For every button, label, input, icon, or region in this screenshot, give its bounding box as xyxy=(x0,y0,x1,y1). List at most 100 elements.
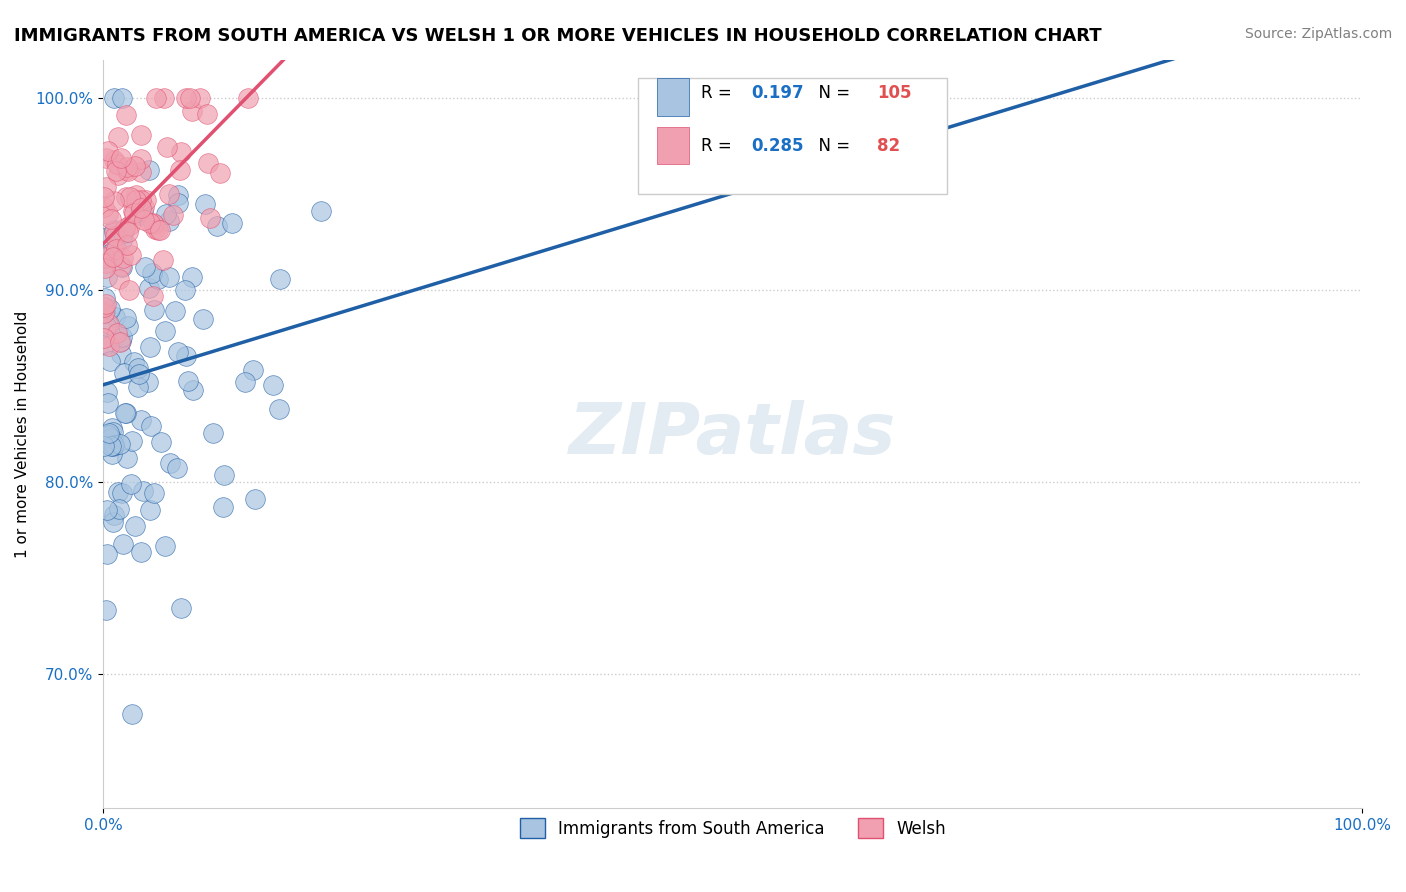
Point xyxy=(212,500,235,514)
Point xyxy=(128,206,150,220)
Point xyxy=(138,281,160,295)
Legend: Immigrants from South America, Welsh: Immigrants from South America, Welsh xyxy=(513,812,952,845)
Point xyxy=(157,214,180,228)
Point xyxy=(96,385,118,400)
Point xyxy=(181,270,204,285)
Text: ZIPatlas: ZIPatlas xyxy=(569,400,897,468)
Point xyxy=(121,434,143,448)
Point xyxy=(115,161,138,175)
Point xyxy=(101,420,124,434)
Point xyxy=(110,233,132,247)
Point xyxy=(262,378,284,392)
Point xyxy=(93,231,115,245)
Point xyxy=(101,447,124,461)
Point xyxy=(188,91,211,105)
Point xyxy=(96,269,118,284)
Point xyxy=(132,203,155,218)
Point xyxy=(155,324,177,338)
Point xyxy=(107,272,129,286)
FancyBboxPatch shape xyxy=(638,78,946,194)
Point xyxy=(138,340,160,354)
Point xyxy=(149,223,172,237)
Point xyxy=(193,197,215,211)
Point xyxy=(146,223,169,237)
Point xyxy=(96,336,118,351)
Point xyxy=(155,207,177,221)
Text: R =: R = xyxy=(702,85,737,103)
Point xyxy=(150,435,173,450)
Point xyxy=(96,151,118,165)
Point xyxy=(104,229,127,244)
Point xyxy=(153,539,176,553)
Point xyxy=(107,485,129,500)
Point xyxy=(107,168,129,182)
Point xyxy=(121,707,143,722)
Point xyxy=(111,251,134,265)
Point xyxy=(138,216,160,230)
Point xyxy=(93,251,115,265)
Point xyxy=(110,151,132,165)
Point xyxy=(152,91,174,105)
Point xyxy=(114,310,136,325)
Point xyxy=(129,413,152,427)
Point xyxy=(110,330,132,344)
Point xyxy=(174,91,197,105)
Point xyxy=(233,375,256,389)
Point xyxy=(179,91,201,105)
Point xyxy=(94,251,117,265)
Point xyxy=(104,310,127,324)
Point xyxy=(114,190,136,204)
Point xyxy=(96,503,118,517)
Point xyxy=(139,419,162,434)
Point xyxy=(311,204,333,219)
Point xyxy=(177,374,200,388)
Point xyxy=(157,187,180,202)
Point xyxy=(103,438,125,452)
Point xyxy=(143,485,166,500)
Point xyxy=(105,242,128,256)
Point xyxy=(115,108,138,122)
Point xyxy=(128,367,150,381)
Point xyxy=(238,91,260,105)
Point xyxy=(176,349,198,363)
Point xyxy=(127,380,149,394)
Point xyxy=(93,292,115,306)
Text: 0.285: 0.285 xyxy=(752,136,804,154)
Point xyxy=(138,375,160,389)
Point xyxy=(132,201,155,215)
Point xyxy=(98,338,121,352)
Point xyxy=(131,152,153,166)
Point xyxy=(98,318,121,332)
Point xyxy=(195,107,218,121)
Point xyxy=(111,260,134,274)
Point xyxy=(120,248,142,262)
Point xyxy=(114,406,136,420)
Point xyxy=(117,319,139,334)
Point xyxy=(127,361,149,376)
Point xyxy=(105,157,128,171)
Point xyxy=(173,283,195,297)
Point xyxy=(159,457,181,471)
Point xyxy=(212,467,235,482)
Point xyxy=(120,477,142,491)
Point xyxy=(129,545,152,559)
Point xyxy=(103,250,125,264)
Point xyxy=(115,450,138,465)
Point xyxy=(93,300,115,314)
Point xyxy=(152,252,174,267)
Point xyxy=(181,104,204,119)
Point xyxy=(132,213,155,227)
Point xyxy=(142,217,165,231)
Point xyxy=(115,237,138,252)
Point xyxy=(98,425,121,440)
Point xyxy=(120,190,142,204)
Point xyxy=(93,331,115,345)
Point xyxy=(103,223,125,237)
Point xyxy=(104,164,127,178)
Point xyxy=(197,156,219,170)
Point xyxy=(131,484,153,499)
Y-axis label: 1 or more Vehicles in Household: 1 or more Vehicles in Household xyxy=(15,310,30,558)
Point xyxy=(156,140,179,154)
Point xyxy=(202,425,225,440)
Point xyxy=(98,301,121,316)
